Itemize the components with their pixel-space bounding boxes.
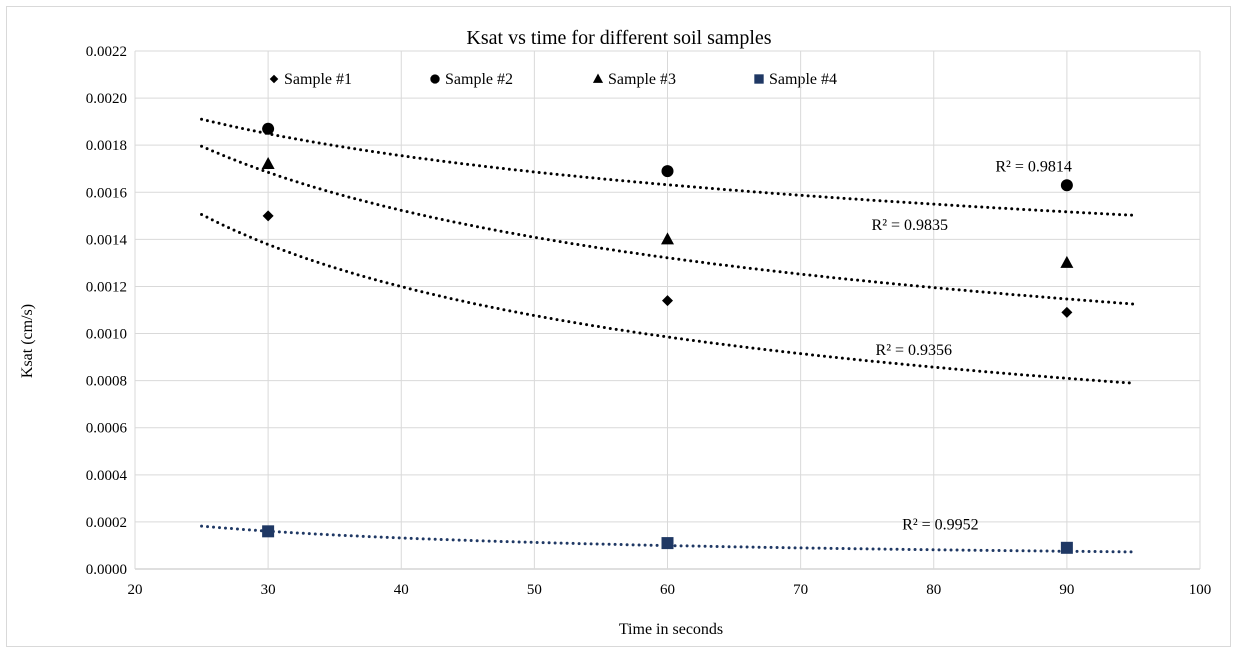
legend-marker-sample-1 [269,74,279,84]
trendline-sample-3 [200,144,1135,306]
legend-label-sample-4: Sample #4 [769,71,837,88]
trendline-sample-1 [200,213,1135,385]
y-tick-label: 0.0018 [86,138,127,154]
legend-label-sample-2: Sample #2 [445,71,513,88]
y-tick-label: 0.0010 [86,327,127,343]
y-tick-label: 0.0014 [86,232,128,248]
point-sample-4 [262,525,275,538]
legend: Sample #1 Sample #2 Sample #3 Sample #4 [269,71,837,88]
r2-label-sample-1: R² = 0.9356 [876,342,953,359]
x-tick-label: 50 [527,582,542,598]
x-tick-label: 80 [926,582,941,598]
y-tick-label: 0.0022 [86,44,127,60]
chart-title: Ksat vs time for different soil samples [466,27,771,49]
x-tick-label: 90 [1059,582,1074,598]
y-tick-label: 0.0002 [86,515,127,531]
r2-label-sample-4: R² = 0.9952 [902,516,979,533]
point-sample-3 [1060,255,1074,268]
x-tick-labels: 20 30 40 50 60 70 80 90 100 [128,582,1212,598]
r2-labels: R² = 0.9356 R² = 0.9814 R² = 0.9835 R² = 0.… [872,158,1072,533]
point-sample-2 [1060,179,1073,192]
y-tick-label: 0.0020 [86,91,127,107]
x-tick-label: 20 [128,582,143,598]
x-axis-label: Time in seconds [619,621,723,638]
point-sample-3 [261,157,275,170]
y-tick-label: 0.0008 [86,374,127,390]
legend-marker-sample-4 [754,74,764,84]
x-tick-label: 100 [1189,582,1212,598]
point-sample-3 [661,232,674,245]
x-tick-label: 40 [394,582,409,598]
point-sample-4 [661,537,674,550]
y-tick-label: 0.0012 [86,279,127,295]
point-sample-2 [262,122,275,135]
y-tick-label: 0.0004 [86,468,128,484]
y-tick-labels: 0.0000 0.0002 0.0004 0.0006 0.0008 0.0010 0.00… [86,44,128,578]
x-tick-label: 70 [793,582,808,598]
data-points [261,122,1074,554]
trendline-sample-4 [200,524,1135,554]
legend-marker-sample-2 [430,74,440,84]
y-tick-label: 0.0016 [86,185,128,201]
point-sample-4 [1060,541,1073,554]
x-tick-label: 60 [660,582,675,598]
point-sample-2 [661,165,674,178]
legend-marker-sample-3 [592,73,604,83]
y-tick-label: 0.0006 [86,421,128,437]
y-tick-label: 0.0000 [86,562,127,578]
trendlines [200,117,1135,554]
legend-label-sample-1: Sample #1 [284,71,352,88]
gridlines [134,50,1201,570]
point-sample-1 [1061,306,1073,318]
ksat-chart: Ksat vs time for different soil samples … [19,27,1212,638]
point-sample-1 [662,295,673,307]
r2-label-sample-3: R² = 0.9835 [872,217,949,234]
r2-label-sample-2: R² = 0.9814 [995,158,1072,175]
y-axis-label: Ksat (cm/s) [19,304,36,378]
chart-frame: Ksat vs time for different soil samples … [6,6,1231,647]
point-sample-1 [262,210,274,222]
legend-label-sample-3: Sample #3 [608,71,676,88]
x-tick-label: 30 [261,582,276,598]
